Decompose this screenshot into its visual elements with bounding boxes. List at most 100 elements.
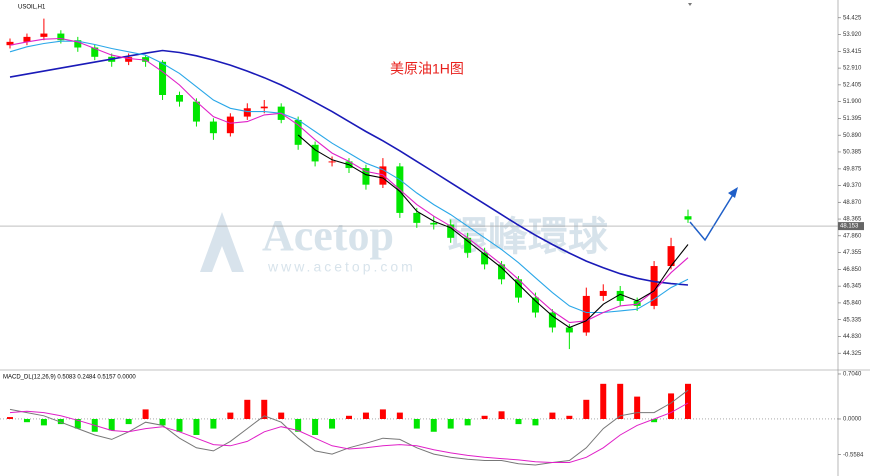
macd-title: MACD_DL(12,26,9) 0.5083 0.2484 0.5157 0.… [3, 375, 136, 381]
macd-bar [329, 418, 336, 429]
candle-body [23, 36, 31, 42]
macd-bar [125, 418, 132, 425]
y-tick-label: 45.840 [843, 300, 862, 306]
macd-bar [481, 415, 488, 419]
y-tick-label: 0.0000 [843, 417, 862, 423]
y-tick-label: 47.355 [843, 250, 862, 256]
candle-body [413, 212, 421, 223]
candle-body [430, 222, 438, 225]
macd-line [9, 389, 689, 466]
candle-body [294, 119, 302, 145]
macd-bar [159, 418, 166, 426]
candle-body [159, 61, 167, 95]
macd-bar [295, 418, 302, 432]
macd-bar [617, 383, 624, 419]
candle-body [481, 252, 489, 265]
candle-body [684, 216, 692, 220]
candle-body [464, 237, 472, 253]
watermark-url: www.acetop.com [267, 259, 416, 275]
candle-body [447, 224, 455, 238]
macd-bar [23, 418, 30, 423]
macd-bar [193, 418, 200, 435]
macd-bar [210, 418, 217, 429]
macd-bar [566, 415, 573, 419]
candle-body [616, 290, 624, 301]
macd-bar [413, 418, 420, 429]
y-tick-label: 48.365 [843, 217, 862, 223]
moving-average [9, 37, 689, 324]
candle-body [531, 297, 539, 313]
y-tick-label: 44.325 [843, 351, 862, 357]
candle-body [243, 108, 251, 117]
scroll-marker [688, 3, 692, 6]
y-tick-label: 52.405 [843, 82, 862, 88]
candle-body [125, 57, 133, 62]
macd-bar [40, 418, 47, 426]
candle-body [650, 266, 658, 306]
candle-body [667, 246, 675, 267]
macd-bar [447, 418, 454, 429]
macd-bar [549, 412, 556, 419]
macd-bar [396, 412, 403, 419]
macd-bar [176, 418, 183, 432]
macd-bar [634, 396, 641, 419]
y-tick-label: 49.370 [843, 183, 862, 189]
macd-bar [498, 411, 505, 419]
candle-body [74, 40, 82, 48]
y-tick-label: 45.335 [843, 317, 862, 323]
macd-line [9, 402, 689, 463]
last-price-box [838, 222, 864, 231]
candle-body [226, 116, 234, 134]
macd-bar [430, 418, 437, 432]
last-price-label: 48.153 [840, 224, 859, 230]
macd-bar [379, 409, 386, 419]
candle-body [633, 300, 641, 306]
macd-bar [651, 418, 658, 423]
moving-average [9, 40, 689, 314]
arrow-line [689, 192, 735, 242]
y-tick-label: 51.900 [843, 99, 862, 105]
macd-bar [312, 418, 319, 435]
watermark-chinese: 環峰環球 [448, 213, 609, 260]
candle-body [599, 290, 607, 296]
y-tick-label: 51.395 [843, 116, 862, 122]
y-tick-label: 53.415 [843, 49, 862, 55]
candle-body [362, 168, 370, 185]
macd-bar [7, 417, 13, 419]
macd-bar [142, 409, 149, 419]
candle-body [57, 33, 65, 41]
chart-title: USOIL,H1 [18, 5, 46, 11]
macd-bar [346, 415, 352, 419]
candle-body [379, 166, 387, 185]
candle-body [91, 47, 99, 57]
candle-body [328, 161, 336, 163]
y-tick-label: 50.890 [843, 133, 862, 139]
macd-bar [57, 418, 64, 425]
macd-bar [261, 399, 268, 419]
y-tick-label: 49.875 [843, 166, 862, 172]
y-tick-label: 48.870 [843, 200, 862, 206]
annotation: 美原油1H图 [390, 61, 464, 77]
y-tick-label: 53.920 [843, 32, 862, 38]
y-tick-label: 44.830 [843, 334, 862, 340]
macd-bar [515, 418, 522, 425]
macd-bar [532, 418, 539, 426]
y-tick-label: 0.7040 [843, 372, 862, 378]
macd-bar [668, 393, 675, 419]
macd-bar [464, 418, 471, 426]
arrow-head [728, 187, 738, 198]
candle-body [176, 94, 183, 102]
macd-bar [685, 383, 691, 419]
y-tick-label: 50.385 [843, 150, 862, 156]
y-tick-label: 52.910 [843, 66, 862, 72]
macd-bar [227, 412, 234, 419]
y-tick-label: 46.345 [843, 284, 862, 290]
candle-body [582, 295, 590, 333]
candle-body [515, 279, 522, 298]
macd-bar [278, 412, 285, 419]
macd-bar [108, 418, 115, 431]
candle-body [6, 41, 14, 46]
moving-average [297, 134, 689, 329]
